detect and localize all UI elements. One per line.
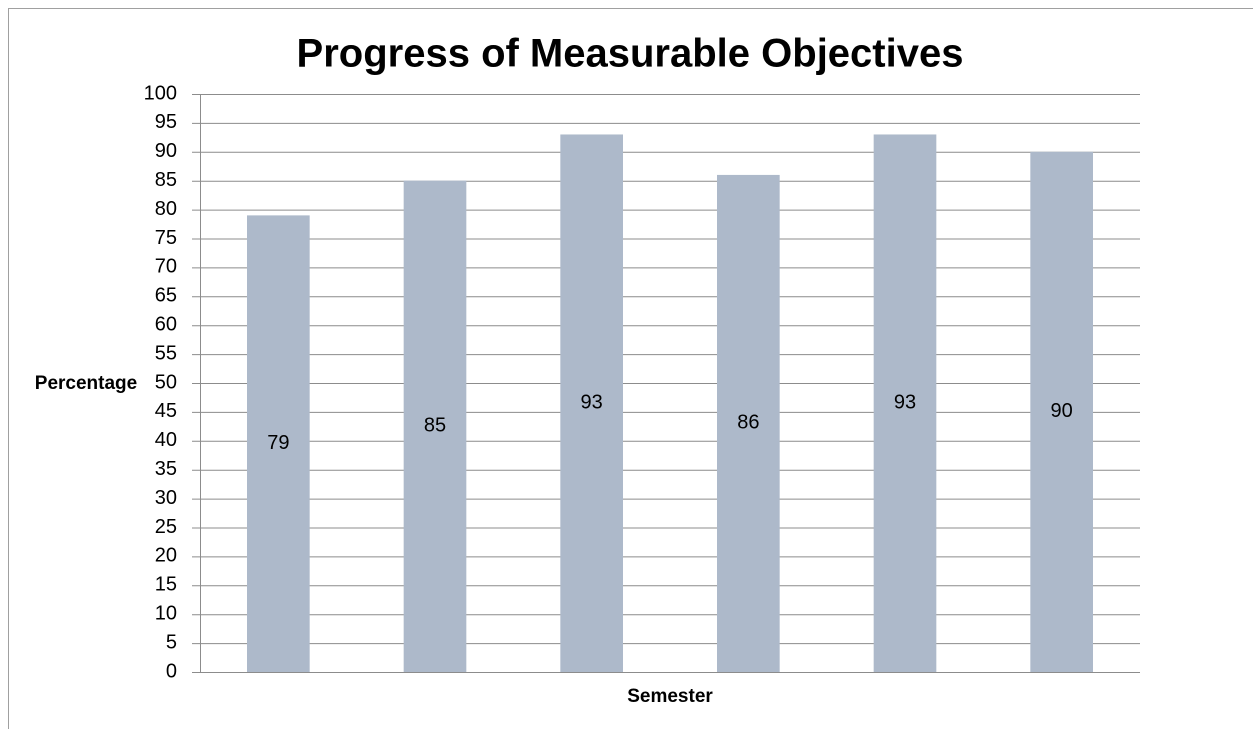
y-tick-label: 35 <box>155 458 177 480</box>
y-tick-label: 80 <box>155 198 177 220</box>
bar <box>717 174 780 673</box>
y-tick-label: 40 <box>155 429 177 451</box>
data-label: 93 <box>894 392 916 414</box>
y-axis-label: Percentage <box>35 373 137 394</box>
bar <box>873 134 937 672</box>
data-label: 86 <box>737 412 759 434</box>
y-tick-label: 20 <box>155 545 177 567</box>
y-tick-label: 25 <box>155 516 177 538</box>
y-tick-label: 50 <box>155 371 177 393</box>
y-tick-label: 55 <box>155 342 177 364</box>
chart-title: Progress of Measurable Objectives <box>297 32 964 76</box>
y-tick-label: 85 <box>155 169 177 191</box>
y-tick-label: 0 <box>166 660 177 682</box>
y-tick-label: 90 <box>155 140 177 162</box>
y-tick-label: 5 <box>166 631 177 653</box>
bar <box>560 134 623 672</box>
y-tick-label: 100 <box>144 82 177 104</box>
y-tick-label: 75 <box>155 227 177 249</box>
chart-border <box>8 8 1253 729</box>
y-tick-label: 45 <box>155 400 177 422</box>
bar <box>247 215 310 672</box>
y-tick-label: 10 <box>155 602 177 624</box>
y-tick-label: 70 <box>155 256 177 278</box>
data-label: 90 <box>1051 400 1073 422</box>
data-label: 93 <box>581 392 603 414</box>
bar <box>1030 151 1093 673</box>
data-label: 85 <box>424 415 446 437</box>
y-tick-label: 60 <box>155 313 177 335</box>
x-axis-label: Semester <box>627 686 713 707</box>
bar <box>403 180 467 672</box>
data-label: 79 <box>267 432 289 454</box>
y-tick-label: 30 <box>155 487 177 509</box>
y-tick-label: 65 <box>155 285 177 307</box>
y-tick-label: 15 <box>155 574 177 596</box>
y-tick-label: 95 <box>155 111 177 133</box>
